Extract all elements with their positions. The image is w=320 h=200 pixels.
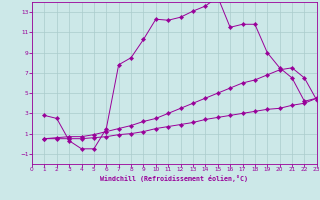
X-axis label: Windchill (Refroidissement éolien,°C): Windchill (Refroidissement éolien,°C) <box>100 175 248 182</box>
